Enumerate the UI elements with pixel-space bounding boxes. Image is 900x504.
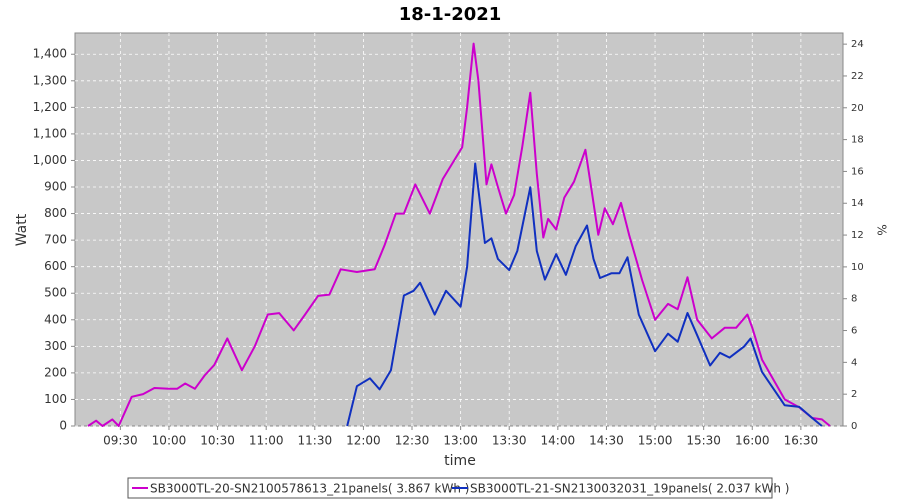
y2-tick-label: 0: [851, 421, 857, 432]
y2-tick-label: 20: [851, 103, 864, 114]
y2-axis-label: %: [875, 224, 889, 235]
y-tick-label: 900: [44, 180, 67, 194]
x-tick-label: 15:30: [686, 434, 721, 448]
y2-tick-label: 24: [851, 39, 864, 50]
x-tick-label: 14:30: [589, 434, 624, 448]
y-tick-label: 1,300: [33, 73, 67, 87]
y2-tick-label: 4: [851, 357, 857, 368]
x-tick-label: 10:30: [200, 434, 235, 448]
y-tick-label: 500: [44, 286, 67, 300]
y-tick-label: 400: [44, 312, 67, 326]
y-tick-label: 200: [44, 365, 67, 379]
y-tick-label: 100: [44, 392, 67, 406]
plot-area: [74, 32, 844, 427]
y-axis-label: Watt: [14, 213, 30, 246]
x-tick-label: 12:30: [395, 434, 430, 448]
legend-label: SB3000TL-21-SN2130032031_19panels( 2.037…: [470, 482, 789, 496]
x-tick-label: 16:00: [735, 434, 770, 448]
y-tick-label: 0: [59, 419, 67, 433]
x-tick-label: 10:00: [152, 434, 187, 448]
y2-tick-label: 14: [851, 198, 864, 209]
y2-tick-label: 10: [851, 262, 864, 273]
chart-title: 18-1-2021: [399, 4, 502, 25]
x-axis-label: time: [444, 453, 476, 469]
data-line: [346, 162, 823, 427]
y-tick-label: 700: [44, 233, 67, 247]
y2-tick-label: 2: [851, 389, 857, 400]
y2-tick-label: 12: [851, 230, 864, 241]
y-tick-label: 1,100: [33, 126, 67, 140]
x-tick-label: 16:30: [784, 434, 819, 448]
legend-box: [127, 477, 773, 499]
y2-tick-label: 18: [851, 135, 864, 146]
y2-tick-label: 6: [851, 326, 857, 337]
x-tick-label: 15:00: [638, 434, 673, 448]
legend-label: SB3000TL-20-SN2100578613_21panels( 3.867…: [150, 482, 469, 496]
y2-tick-label: 22: [851, 71, 864, 82]
x-tick-label: 11:30: [298, 434, 333, 448]
y-tick-label: 1,200: [33, 100, 67, 114]
y2-tick-label: 8: [851, 294, 857, 305]
y-tick-label: 600: [44, 259, 67, 273]
data-line: [87, 42, 831, 427]
x-tick-label: 09:30: [103, 434, 138, 448]
y2-tick-label: 16: [851, 166, 864, 177]
y-tick-label: 800: [44, 206, 67, 220]
y-tick-label: 1,400: [33, 47, 67, 61]
x-tick-label: 13:00: [443, 434, 478, 448]
x-tick-label: 14:00: [541, 434, 576, 448]
y-tick-label: 1,000: [33, 153, 67, 167]
x-tick-label: 13:30: [492, 434, 527, 448]
x-tick-label: 11:00: [249, 434, 284, 448]
x-tick-label: 12:00: [346, 434, 381, 448]
y-tick-label: 300: [44, 339, 67, 353]
